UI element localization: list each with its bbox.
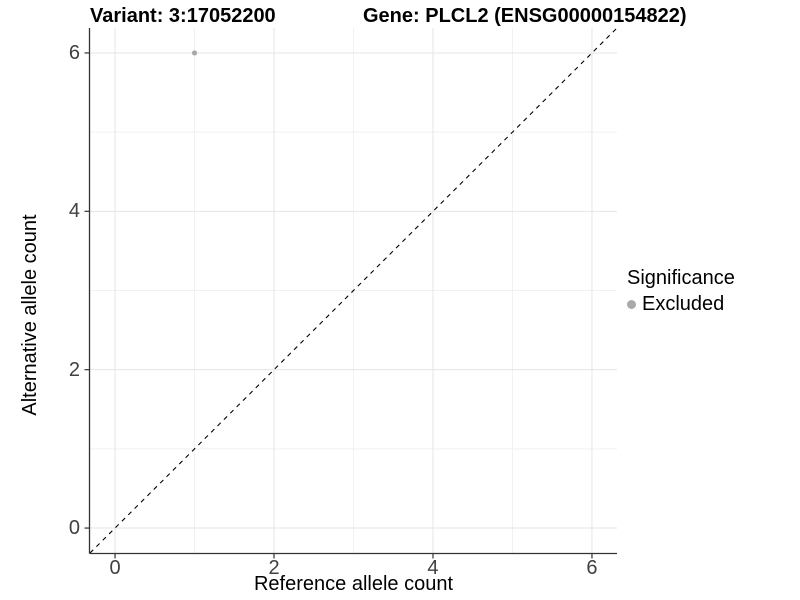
plot-panel	[84, 27, 618, 559]
x-axis-title: Reference allele count	[253, 573, 453, 595]
y-tick-label: 6	[68, 41, 80, 64]
legend-item-excluded: Excluded	[627, 292, 735, 316]
y-tick-label: 2	[68, 358, 80, 381]
x-tick-label: 2	[268, 557, 280, 579]
legend-item-label: Excluded	[642, 293, 725, 315]
x-tick-label: 0	[109, 557, 121, 579]
x-tick-label: 6	[586, 557, 598, 579]
legend-title: Significance	[627, 267, 735, 289]
plot-title-variant: Variant: 3:17052200	[90, 5, 276, 27]
y-tick-label: 0	[68, 517, 80, 540]
excluded-marker-icon	[627, 299, 636, 309]
y-axis-title: Alternative allele count	[19, 214, 41, 416]
plot-title-gene: Gene: PLCL2 (ENSG00000154822)	[363, 5, 687, 27]
identity-line-dashed	[89, 27, 618, 554]
x-tick-label: 4	[427, 557, 439, 579]
legend: Significance Excluded	[627, 266, 735, 316]
y-tick-label: 4	[68, 200, 80, 223]
data-point	[191, 50, 198, 56]
plot-canvas	[84, 27, 618, 559]
